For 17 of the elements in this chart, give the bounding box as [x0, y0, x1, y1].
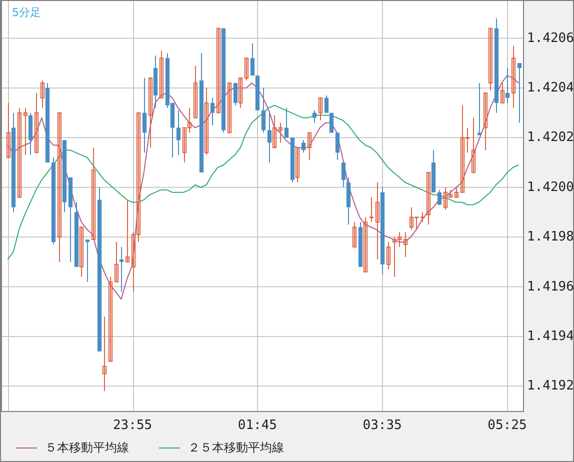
x-tick-label: 03:35	[362, 418, 402, 433]
y-tick-label: 1.4204	[527, 80, 574, 96]
legend-label: ５本移動平均線	[45, 440, 129, 454]
y-tick-label: 1.4202	[527, 130, 574, 146]
legend-label: ２５本移動平均線	[188, 440, 284, 454]
x-tick-label: 23:55	[112, 418, 152, 433]
legend-item: ５本移動平均線	[16, 440, 129, 454]
x-tick-label: 05:25	[488, 418, 527, 433]
y-tick-label: 1.4206	[527, 30, 574, 46]
y-tick-label: 1.4198	[527, 230, 574, 245]
y-tick-label: 1.4194	[527, 329, 574, 344]
y-tick-label: 1.4192	[527, 378, 574, 394]
x-tick-label: 01:45	[238, 418, 278, 433]
y-tick-label: 1.4196	[527, 279, 574, 294]
text: 5分足	[12, 6, 41, 19]
legend-item: ２５本移動平均線	[158, 440, 284, 454]
y-tick-label: 1.4200	[527, 180, 574, 195]
